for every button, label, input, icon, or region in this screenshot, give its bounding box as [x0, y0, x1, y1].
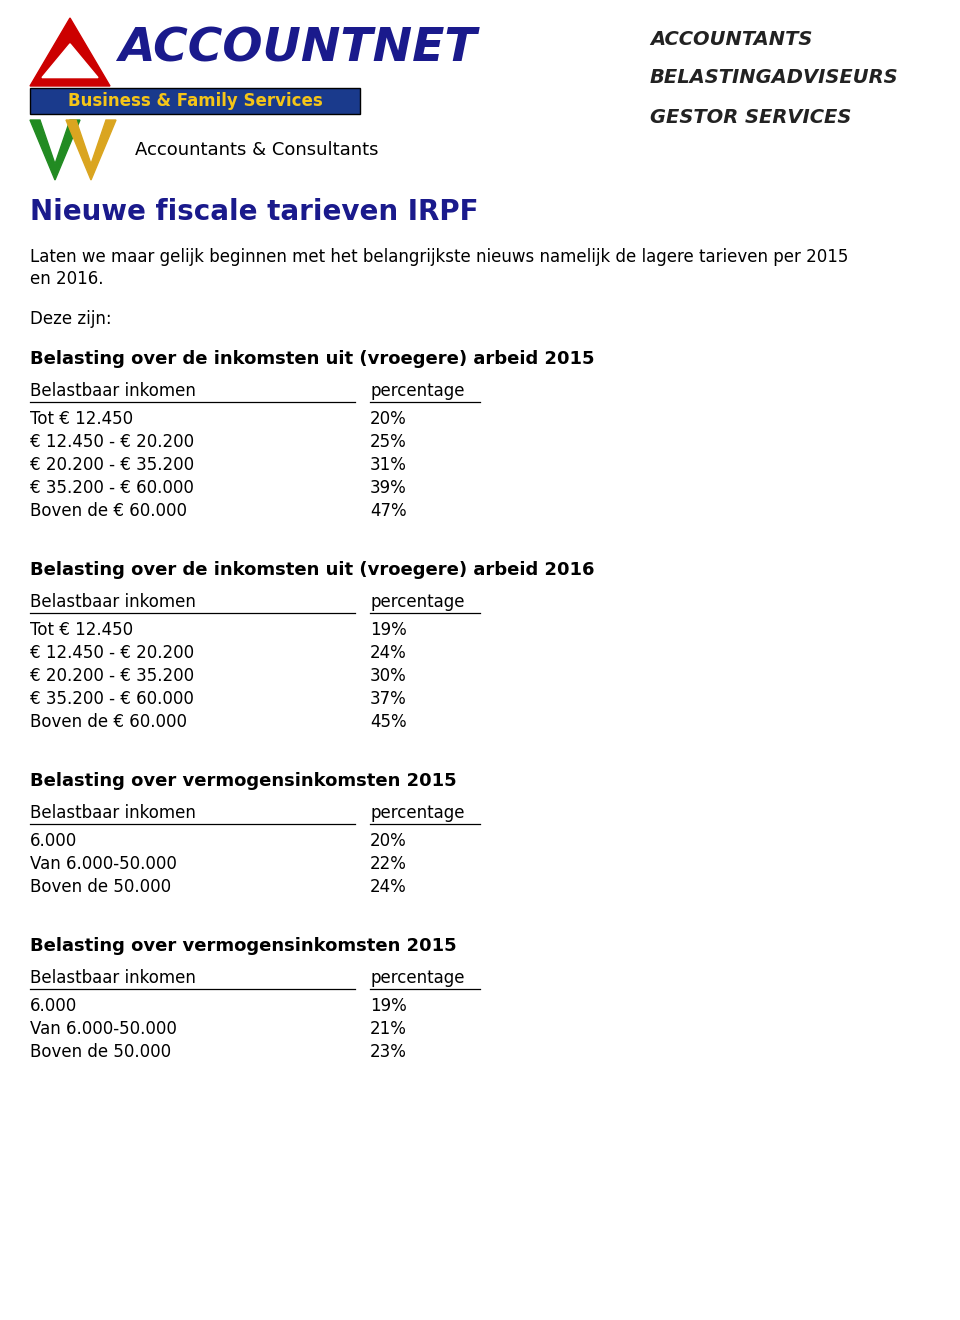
Text: GESTOR SERVICES: GESTOR SERVICES: [650, 108, 852, 127]
Text: Belastbaar inkomen: Belastbaar inkomen: [30, 381, 196, 400]
Text: Belastbaar inkomen: Belastbaar inkomen: [30, 969, 196, 987]
FancyBboxPatch shape: [30, 88, 360, 114]
Text: percentage: percentage: [370, 969, 465, 987]
Text: Tot € 12.450: Tot € 12.450: [30, 411, 133, 428]
Text: Accountants & Consultants: Accountants & Consultants: [135, 141, 378, 158]
Text: Boven de € 60.000: Boven de € 60.000: [30, 713, 187, 731]
Text: 25%: 25%: [370, 433, 407, 451]
Text: Belasting over de inkomsten uit (vroegere) arbeid 2016: Belasting over de inkomsten uit (vroeger…: [30, 561, 594, 579]
Text: Boven de 50.000: Boven de 50.000: [30, 1043, 171, 1061]
Text: € 12.450 - € 20.200: € 12.450 - € 20.200: [30, 433, 194, 451]
Text: Belasting over vermogensinkomsten 2015: Belasting over vermogensinkomsten 2015: [30, 937, 457, 954]
Text: 37%: 37%: [370, 690, 407, 708]
Text: Boven de € 60.000: Boven de € 60.000: [30, 502, 187, 520]
Text: 31%: 31%: [370, 455, 407, 474]
Text: Laten we maar gelijk beginnen met het belangrijkste nieuws namelijk de lagere ta: Laten we maar gelijk beginnen met het be…: [30, 248, 849, 267]
Text: Boven de 50.000: Boven de 50.000: [30, 878, 171, 896]
Text: € 20.200 - € 35.200: € 20.200 - € 35.200: [30, 455, 194, 474]
Text: percentage: percentage: [370, 804, 465, 822]
Text: 6.000: 6.000: [30, 997, 77, 1015]
Text: Belasting over de inkomsten uit (vroegere) arbeid 2015: Belasting over de inkomsten uit (vroeger…: [30, 350, 594, 368]
Text: Belasting over vermogensinkomsten 2015: Belasting over vermogensinkomsten 2015: [30, 772, 457, 789]
Text: 22%: 22%: [370, 855, 407, 873]
Polygon shape: [42, 44, 98, 78]
Polygon shape: [30, 18, 110, 86]
Polygon shape: [66, 120, 116, 180]
Text: 20%: 20%: [370, 832, 407, 850]
Text: 20%: 20%: [370, 411, 407, 428]
Text: € 35.200 - € 60.000: € 35.200 - € 60.000: [30, 690, 194, 708]
Text: ACCOUNTNET: ACCOUNTNET: [118, 26, 476, 71]
Text: en 2016.: en 2016.: [30, 271, 104, 288]
Text: Van 6.000-50.000: Van 6.000-50.000: [30, 855, 177, 873]
Text: Tot € 12.450: Tot € 12.450: [30, 620, 133, 639]
Text: percentage: percentage: [370, 381, 465, 400]
Text: 19%: 19%: [370, 620, 407, 639]
Text: 21%: 21%: [370, 1020, 407, 1038]
Text: 24%: 24%: [370, 878, 407, 896]
Polygon shape: [30, 120, 80, 180]
Text: 6.000: 6.000: [30, 832, 77, 850]
Text: 45%: 45%: [370, 713, 407, 731]
Text: Business & Family Services: Business & Family Services: [67, 92, 323, 110]
Text: € 20.200 - € 35.200: € 20.200 - € 35.200: [30, 667, 194, 685]
Text: ACCOUNTANTS: ACCOUNTANTS: [650, 30, 812, 49]
Text: Deze zijn:: Deze zijn:: [30, 310, 111, 327]
Text: Van 6.000-50.000: Van 6.000-50.000: [30, 1020, 177, 1038]
Text: 39%: 39%: [370, 479, 407, 498]
Text: 47%: 47%: [370, 502, 407, 520]
Text: 24%: 24%: [370, 644, 407, 663]
Text: € 35.200 - € 60.000: € 35.200 - € 60.000: [30, 479, 194, 498]
Text: 30%: 30%: [370, 667, 407, 685]
Text: Belastbaar inkomen: Belastbaar inkomen: [30, 593, 196, 611]
Text: 19%: 19%: [370, 997, 407, 1015]
Text: BELASTINGADVISEURS: BELASTINGADVISEURS: [650, 69, 899, 87]
Text: 23%: 23%: [370, 1043, 407, 1061]
Text: € 12.450 - € 20.200: € 12.450 - € 20.200: [30, 644, 194, 663]
Text: percentage: percentage: [370, 593, 465, 611]
Text: Nieuwe fiscale tarieven IRPF: Nieuwe fiscale tarieven IRPF: [30, 198, 478, 226]
Text: Belastbaar inkomen: Belastbaar inkomen: [30, 804, 196, 822]
